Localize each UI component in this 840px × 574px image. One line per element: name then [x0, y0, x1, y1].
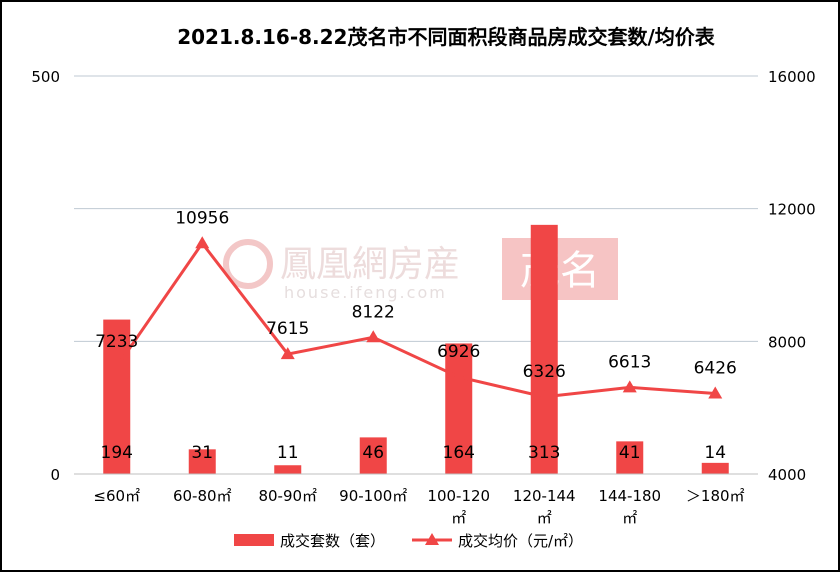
bar [274, 465, 302, 474]
price-value-label: 6613 [608, 352, 651, 372]
right-axis-tick-label: 12000 [768, 201, 816, 219]
left-axis-tick-label: 500 [31, 68, 60, 86]
price-value-label: 6426 [694, 359, 737, 379]
x-axis-tick-label: ㎡ [622, 509, 637, 527]
bar-value-label: 194 [101, 443, 133, 463]
legend-triangle-icon [425, 533, 439, 545]
watermark-logo-icon [223, 239, 273, 289]
price-marker [622, 380, 637, 393]
bar-value-label: 11 [277, 443, 299, 463]
line-series [109, 236, 723, 402]
price-marker [109, 359, 124, 372]
bar-value-label: 41 [619, 443, 641, 463]
price-marker [280, 347, 295, 360]
watermark-badge [502, 238, 618, 300]
x-axis-tick-label: ㎡ [451, 509, 466, 527]
bar [103, 319, 131, 474]
legend-bar-label: 成交套数（套） [280, 532, 385, 550]
legend-line-label: 成交均价（元/㎡） [458, 532, 583, 550]
bar-value-label: 313 [528, 443, 560, 463]
x-axis-tick-label: 144-180 [598, 487, 661, 505]
price-value-label: 7615 [266, 319, 309, 339]
bar [530, 224, 558, 474]
price-marker [708, 386, 723, 399]
x-axis-tick-label: 60-80㎡ [173, 487, 232, 505]
bar-value-label: 14 [704, 443, 726, 463]
bar [701, 462, 729, 474]
left-axis-tick-label: 0 [50, 466, 60, 484]
axes: 0 500 4000 8000 12000 16000 ≤60㎡ 60-80㎡ 80-90㎡ 90… [31, 68, 815, 527]
price-value-label: 6326 [523, 362, 566, 382]
bar [188, 449, 216, 474]
chart-title: 2021.8.16-8.22茂名市不同面积段商品房成交套数/均价表 [177, 25, 716, 49]
bar-value-label: 164 [443, 443, 475, 463]
watermark-subtext: house.ifeng.com [284, 283, 447, 302]
price-line [115, 240, 716, 399]
price-marker [195, 236, 210, 249]
price-value-label: 6926 [437, 342, 480, 362]
price-marker [451, 369, 466, 382]
bar [445, 343, 473, 474]
bar [359, 437, 387, 474]
bar-value-label: 46 [362, 443, 384, 463]
legend-bar-swatch [234, 534, 274, 546]
price-marker [537, 389, 552, 402]
price-marker [366, 330, 381, 343]
data-labels: 194 31 11 46 164 313 41 14 7233 10956 7615 8122 6926… [95, 208, 737, 463]
x-axis-tick-label: ＞180㎡ [686, 487, 745, 505]
x-axis-tick-label: 90-100㎡ [339, 487, 407, 505]
x-axis-tick-label: 100-120 [427, 487, 490, 505]
right-axis-tick-label: 4000 [768, 466, 806, 484]
price-value-label: 7233 [95, 332, 138, 352]
bar-value-label: 31 [191, 443, 213, 463]
x-axis-tick-label: 80-90㎡ [258, 487, 317, 505]
price-value-label: 10956 [175, 208, 229, 228]
right-axis-tick-label: 8000 [768, 333, 806, 351]
right-axis-tick-label: 16000 [768, 68, 816, 86]
x-axis-tick-label: ≤60㎡ [93, 487, 140, 505]
watermark-text: 鳳凰網房産 [280, 244, 460, 285]
gridlines [74, 75, 758, 342]
price-value-label: 8122 [352, 302, 395, 322]
x-axis-tick-label: 120-144 [513, 487, 576, 505]
legend: 成交套数（套） 成交均价（元/㎡） [234, 532, 583, 550]
bar-series [103, 224, 729, 474]
x-axis-tick-label: ㎡ [537, 509, 552, 527]
bar [616, 441, 644, 474]
